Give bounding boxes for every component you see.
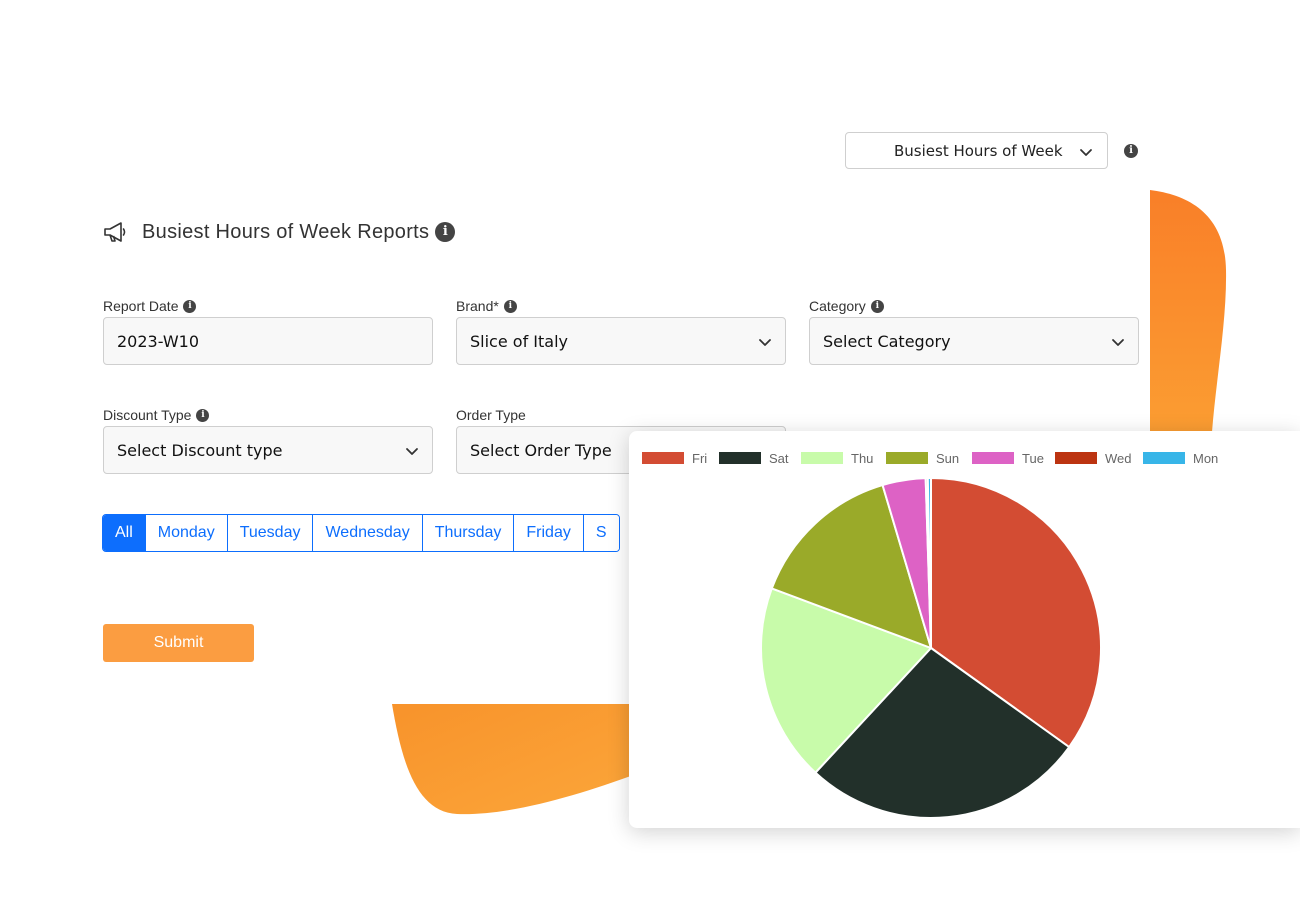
category-label: Category i [809, 298, 884, 314]
info-icon[interactable]: i [183, 299, 197, 313]
chart-legend: Fri Sat Thu Sun Tue Wed Mon [642, 451, 1218, 466]
day-filter-saturday[interactable]: S [583, 515, 619, 551]
chart-card: Fri Sat Thu Sun Tue Wed Mon [629, 431, 1300, 828]
pie-slice-mon[interactable] [926, 476, 932, 649]
day-filter-monday[interactable]: Monday [145, 515, 228, 551]
pie-slices [760, 476, 1102, 819]
legend-label: Tue [1022, 451, 1044, 466]
legend-item-sat[interactable]: Sat [719, 451, 789, 466]
report-date-input[interactable]: 2023-W10 [103, 317, 433, 365]
discount-type-label-text: Discount Type [103, 407, 192, 423]
legend-label: Thu [851, 451, 873, 466]
info-icon[interactable]: i [503, 299, 517, 313]
legend-swatch [1055, 452, 1097, 464]
decorative-orange-blob [1150, 190, 1227, 432]
chevron-down-icon [406, 448, 418, 455]
day-filter-group: All Monday Tuesday Wednesday Thursday Fr… [102, 514, 620, 552]
legend-label: Wed [1105, 451, 1132, 466]
order-type-value: Select Order Type [470, 441, 612, 460]
legend-label: Fri [692, 451, 707, 466]
legend-swatch [719, 452, 761, 464]
legend-item-fri[interactable]: Fri [642, 451, 707, 466]
legend-swatch [886, 452, 928, 464]
legend-label: Sun [936, 451, 959, 466]
day-filter-wednesday[interactable]: Wednesday [313, 515, 423, 551]
discount-type-label: Discount Type i [103, 407, 210, 423]
info-icon[interactable]: i [1124, 144, 1138, 158]
info-icon[interactable]: i [870, 299, 884, 313]
legend-swatch [972, 452, 1014, 464]
category-label-text: Category [809, 298, 866, 314]
submit-button[interactable]: Submit [103, 624, 254, 662]
legend-swatch [642, 452, 684, 464]
pie-slice-thu[interactable] [760, 587, 933, 775]
day-filter-all[interactable]: All [103, 515, 146, 551]
order-type-label-text: Order Type [456, 407, 526, 423]
discount-type-value: Select Discount type [117, 441, 283, 460]
pie-slice-fri[interactable] [930, 476, 1102, 749]
chevron-down-icon [1112, 339, 1124, 346]
discount-type-select[interactable]: Select Discount type [103, 426, 433, 474]
order-type-label: Order Type [456, 407, 526, 423]
legend-item-sun[interactable]: Sun [886, 451, 959, 466]
brand-value: Slice of Italy [470, 332, 568, 351]
pie-chart: Fri Sat Thu Sun Tue Wed Mon [642, 451, 1218, 819]
day-filter-tuesday[interactable]: Tuesday [227, 515, 314, 551]
category-value: Select Category [823, 332, 951, 351]
day-filter-thursday[interactable]: Thursday [422, 515, 515, 551]
report-date-value: 2023-W10 [117, 332, 200, 351]
info-icon[interactable]: i [196, 408, 210, 422]
report-type-value: Busiest Hours of Week [894, 142, 1063, 160]
page-header: Busiest Hours of Week Reports i [102, 219, 456, 245]
brand-label: Brand* i [456, 298, 517, 314]
pie-slice-sat[interactable] [813, 646, 1071, 819]
legend-label: Mon [1193, 451, 1218, 466]
chevron-down-icon [1080, 149, 1092, 156]
brand-label-text: Brand* [456, 298, 499, 314]
pie-slice-sun[interactable] [770, 483, 933, 650]
chevron-down-icon [759, 339, 771, 346]
info-icon[interactable]: i [435, 222, 456, 242]
report-date-label-text: Report Date [103, 298, 179, 314]
legend-item-mon[interactable]: Mon [1143, 451, 1218, 466]
legend-item-wed[interactable]: Wed [1055, 451, 1132, 466]
category-select[interactable]: Select Category [809, 317, 1139, 365]
report-type-select[interactable]: Busiest Hours of Week [845, 132, 1108, 169]
day-filter-friday[interactable]: Friday [514, 515, 584, 551]
page-title: Busiest Hours of Week Reports [142, 220, 430, 243]
legend-label: Sat [769, 451, 789, 466]
legend-item-thu[interactable]: Thu [801, 451, 873, 466]
legend-item-tue[interactable]: Tue [972, 451, 1044, 466]
decorative-orange-blob [392, 704, 642, 815]
legend-swatch [1143, 452, 1185, 464]
brand-select[interactable]: Slice of Italy [456, 317, 786, 365]
legend-swatch [801, 452, 843, 464]
megaphone-icon [104, 222, 126, 242]
report-date-label: Report Date i [103, 298, 197, 314]
